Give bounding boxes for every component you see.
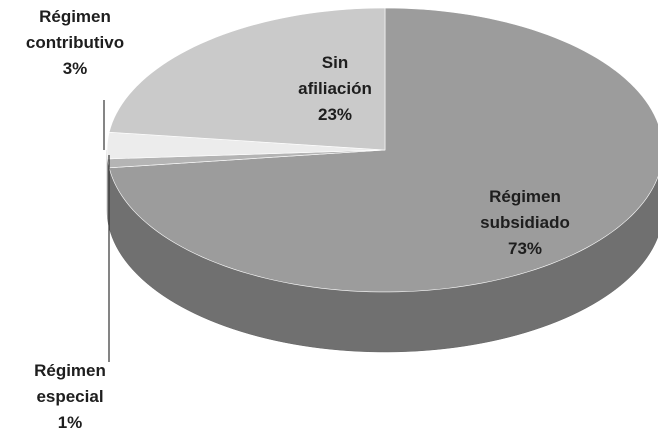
value-label: 3% xyxy=(62,59,88,78)
value-label: 73% xyxy=(507,239,543,258)
slice-label: Régimen subsidiado 73% xyxy=(430,184,620,262)
slice-label: Régimen contributivo 3% xyxy=(0,4,150,82)
slice-label: Régimen especial 1% xyxy=(0,358,140,436)
category-name: Sin afiliación xyxy=(298,53,372,98)
category-name: Régimen contributivo xyxy=(25,7,125,52)
pie-slice xyxy=(106,131,386,160)
category-name: Régimen subsidiado xyxy=(480,187,570,232)
value-label: 23% xyxy=(317,105,353,124)
value-label: 1% xyxy=(57,413,83,432)
pie-slice xyxy=(108,7,658,293)
pie-slice xyxy=(108,7,386,151)
category-name: Régimen especial xyxy=(34,361,106,406)
slice-label: Sin afiliación 23% xyxy=(260,50,410,128)
